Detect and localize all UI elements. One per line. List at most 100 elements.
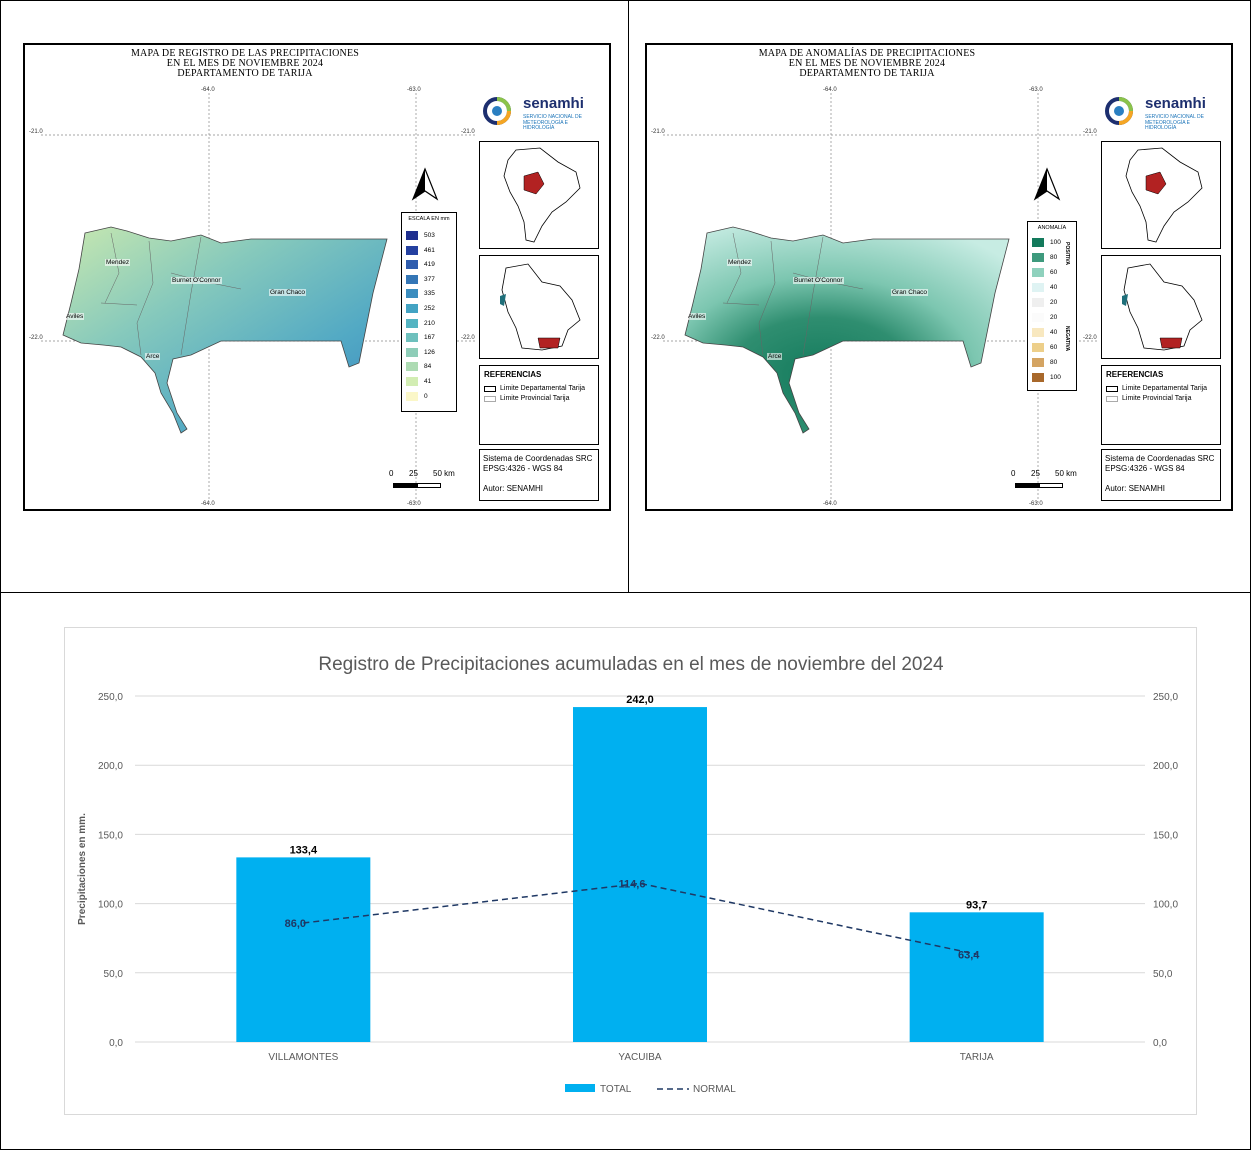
y-tick-label-right: 200,0 bbox=[1153, 761, 1178, 772]
grid-label-bottom-2: -63.0 bbox=[1029, 501, 1043, 507]
ref-item-departmental: Limite Departamental Tarija bbox=[1122, 385, 1208, 392]
bolivia-outline bbox=[500, 263, 581, 351]
normal-line bbox=[303, 882, 977, 955]
author-line: Autor: SENAMHI bbox=[483, 484, 544, 493]
anomaly-legend-label: 20 bbox=[1050, 314, 1058, 321]
precip-legend-swatch bbox=[406, 391, 418, 401]
anomaly-positive-label: POSITIVA bbox=[1064, 242, 1070, 265]
senamhi-brand: senamhi bbox=[523, 95, 584, 112]
y-axis-label: Precipitaciones en mm. bbox=[77, 813, 88, 925]
anomaly-legend-label: 60 bbox=[1050, 269, 1058, 276]
references-box: REFERENCIAS Limite Departamental Tarija … bbox=[479, 365, 599, 445]
crs-line-1: Sistema de Coordenadas SRC bbox=[1105, 454, 1215, 463]
crs-box: Sistema de Coordenadas SRC EPSG:4326 - W… bbox=[1101, 449, 1221, 501]
y-tick-label-right: 50,0 bbox=[1153, 969, 1173, 980]
y-tick-label-right: 100,0 bbox=[1153, 900, 1178, 911]
anomaly-legend-swatch bbox=[1032, 253, 1044, 262]
precip-legend-title: ESCALA EN mm bbox=[408, 216, 450, 222]
precip-logo-area: senamhi SERVICIO NACIONAL DE METEOROLOGÍ… bbox=[479, 89, 599, 135]
grid-label-bottom-1: -64.0 bbox=[823, 501, 837, 507]
senamhi-brand-sub-2: METEOROLOGÍA E HIDROLOGÍA bbox=[1145, 120, 1191, 131]
author-line: Autor: SENAMHI bbox=[1105, 484, 1166, 493]
x-category-label: VILLAMONTES bbox=[268, 1052, 338, 1063]
x-category-label: YACUIBA bbox=[618, 1052, 661, 1063]
references-title: REFERENCIAS bbox=[1106, 370, 1164, 379]
place-label-burnet-oconnor: Burnet O'Connor bbox=[793, 277, 844, 284]
chart-cell: Registro de Precipitaciones acumuladas e… bbox=[0, 592, 1251, 1150]
scale-label-25: 25 bbox=[409, 469, 418, 478]
anomaly-legend-swatch bbox=[1032, 238, 1044, 247]
north-arrow-icon bbox=[411, 167, 439, 201]
y-tick-label-right: 0,0 bbox=[1153, 1038, 1167, 1049]
precip-map-title-line1: MAPA DE REGISTRO DE LAS PRECIPITACIONES bbox=[130, 48, 360, 59]
precip-legend-label: 419 bbox=[424, 261, 435, 269]
bolivia-outline bbox=[1122, 263, 1203, 351]
ref-item-departmental: Limite Departamental Tarija bbox=[500, 385, 586, 392]
place-label-mendez: Mendez bbox=[727, 259, 753, 266]
anomaly-map-cell: MAPA DE ANOMALÍAS DE PRECIPITACIONES EN … bbox=[628, 0, 1251, 593]
place-label-gran-chaco: Gran Chaco bbox=[269, 289, 307, 296]
anomaly-map-title-line2: EN EL MES DE NOVIEMBRE 2024 bbox=[788, 58, 946, 69]
anomaly-legend-label: 100 bbox=[1050, 374, 1061, 381]
y-tick-label-left: 100,0 bbox=[98, 900, 123, 911]
precip-legend-swatch bbox=[406, 362, 418, 372]
crs-box: Sistema de Coordenadas SRC EPSG:4326 - W… bbox=[479, 449, 599, 501]
scale-label-0: 0 bbox=[1011, 469, 1016, 478]
bar bbox=[236, 857, 371, 1042]
precip-legend-swatch bbox=[406, 260, 418, 270]
bar-data-label: 93,7 bbox=[966, 899, 987, 911]
y-tick-label-left: 250,0 bbox=[98, 692, 123, 703]
precip-legend-label: 41 bbox=[424, 378, 432, 385]
precip-map-title-line2: EN EL MES DE NOVIEMBRE 2024 bbox=[166, 58, 324, 69]
y-tick-label-left: 200,0 bbox=[98, 761, 123, 772]
grid-label-right-2: -22.0 bbox=[1083, 335, 1097, 341]
line-data-label: 63,4 bbox=[958, 949, 980, 961]
precip-map-title: MAPA DE REGISTRO DE LAS PRECIPITACIONES … bbox=[25, 49, 465, 79]
anomaly-map-sheet: MAPA DE ANOMALÍAS DE PRECIPITACIONES EN … bbox=[645, 43, 1233, 511]
scale-label-0: 0 bbox=[389, 469, 394, 478]
precip-legend-label: 461 bbox=[424, 246, 435, 254]
anomaly-legend-label: 60 bbox=[1050, 344, 1058, 351]
references-box: REFERENCIAS Limite Departamental Tarija … bbox=[1101, 365, 1221, 445]
senamhi-brand-sub-1: SERVICIO NACIONAL DE bbox=[1145, 114, 1204, 120]
anomaly-map-title: MAPA DE ANOMALÍAS DE PRECIPITACIONES EN … bbox=[647, 49, 1087, 79]
precip-legend-swatch bbox=[406, 245, 418, 255]
ref-swatch-departmental bbox=[1106, 386, 1118, 392]
anomaly-legend-swatch bbox=[1032, 343, 1044, 352]
tarija-department-shape bbox=[62, 226, 388, 434]
anomaly-legend-label: 40 bbox=[1050, 284, 1058, 291]
place-label-aviles: Aviles bbox=[687, 313, 707, 320]
anomaly-legend-label: 40 bbox=[1050, 329, 1058, 336]
precip-legend-label: 335 bbox=[424, 290, 435, 298]
chart-title: Registro de Precipitaciones acumuladas e… bbox=[318, 654, 944, 675]
north-arrow-icon bbox=[1033, 167, 1061, 201]
precip-legend-label: 503 bbox=[424, 232, 435, 239]
anomaly-map-title-line3: DEPARTAMENTO DE TARIJA bbox=[799, 68, 935, 79]
precip-legend-swatch bbox=[406, 289, 418, 299]
anomaly-legend-swatch bbox=[1032, 268, 1044, 277]
precip-legend-label: 84 bbox=[424, 363, 432, 371]
precip-legend-swatch bbox=[406, 318, 418, 328]
senamhi-brand-sub-2: METEOROLOGÍA E HIDROLOGÍA bbox=[523, 120, 569, 131]
grid-label-top-2: -63.0 bbox=[407, 87, 421, 93]
line-data-label: 114,6 bbox=[619, 878, 646, 890]
references-title: REFERENCIAS bbox=[484, 370, 542, 379]
y-tick-label-right: 150,0 bbox=[1153, 830, 1178, 841]
precip-map-sheet: MAPA DE REGISTRO DE LAS PRECIPITACIONES … bbox=[23, 43, 611, 511]
precip-legend-label: 167 bbox=[424, 334, 435, 342]
place-label-arce: Arce bbox=[767, 353, 783, 360]
legend-label-normal: NORMAL bbox=[693, 1084, 736, 1095]
anomaly-legend-title: ANOMALÍA bbox=[1037, 225, 1067, 231]
crs-line-1: Sistema de Coordenadas SRC bbox=[483, 454, 593, 463]
ref-item-provincial: Limite Provincial Tarija bbox=[1122, 395, 1192, 402]
anomaly-map-title-line1: MAPA DE ANOMALÍAS DE PRECIPITACIONES bbox=[758, 48, 976, 59]
grid-label-bottom-1: -64.0 bbox=[201, 501, 215, 507]
grid-label-left-1: -21.0 bbox=[651, 129, 665, 135]
anomaly-legend-label: 100 bbox=[1050, 239, 1061, 246]
precip-legend-swatch bbox=[406, 347, 418, 357]
ref-item-provincial: Limite Provincial Tarija bbox=[500, 395, 570, 402]
place-label-mendez: Mendez bbox=[105, 259, 131, 266]
anomaly-legend-swatch bbox=[1032, 313, 1044, 322]
grid-label-bottom-2: -63.0 bbox=[407, 501, 421, 507]
precip-map-cell: MAPA DE REGISTRO DE LAS PRECIPITACIONES … bbox=[0, 0, 629, 593]
